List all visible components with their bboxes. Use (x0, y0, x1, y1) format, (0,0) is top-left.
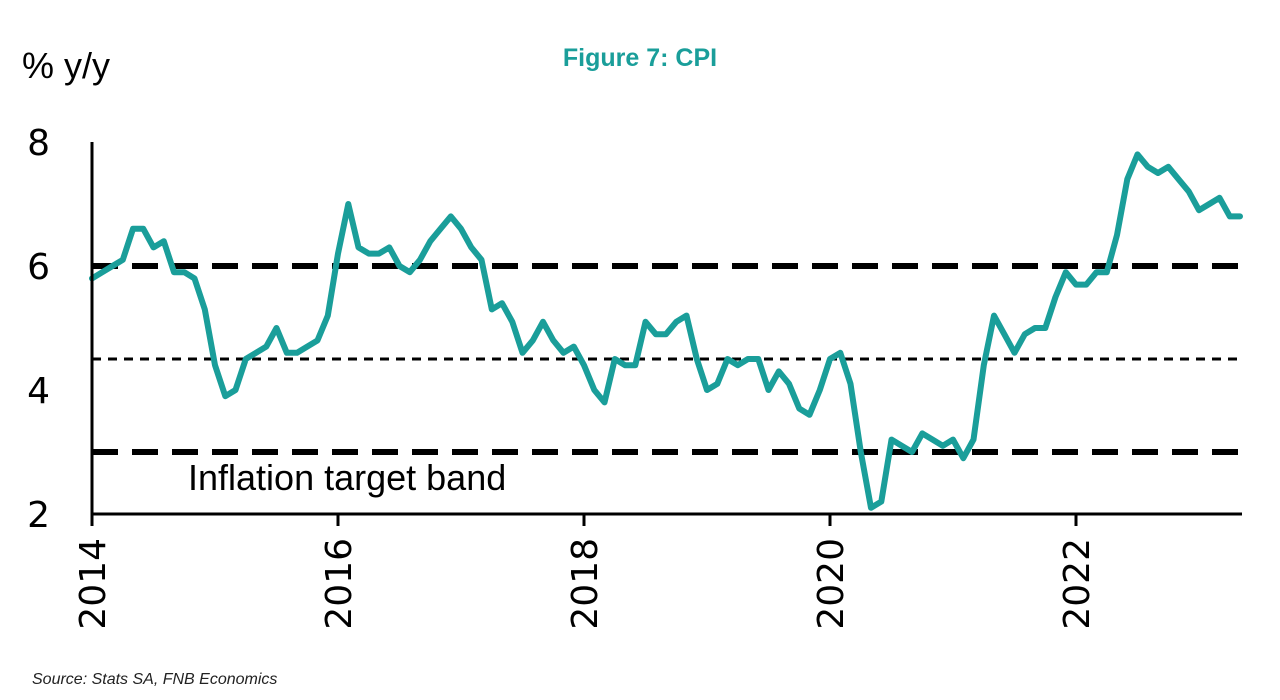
cpi-series (89, 151, 1243, 511)
source-note: Source: Stats SA, FNB Economics (32, 671, 277, 688)
x-axis-ticks: 2014 2016 2018 2020 2022 (73, 514, 1098, 630)
y-axis-label: % y/y (22, 45, 110, 86)
x-tick-label: 2014 (73, 538, 114, 630)
x-tick-label: 2020 (811, 538, 852, 630)
cpi-line (89, 151, 1243, 511)
reference-lines (92, 263, 1240, 455)
y-tick-label: 4 (27, 371, 50, 412)
x-tick-label: 2022 (1057, 538, 1098, 630)
x-tick-label: 2016 (319, 538, 360, 630)
chart-title: Figure 7: CPI (563, 44, 717, 72)
y-axis-ticks: 2 4 6 8 (27, 123, 50, 536)
y-tick-label: 8 (27, 123, 50, 164)
x-tick-label: 2018 (565, 538, 606, 630)
target-band-annotation: Inflation target band (188, 457, 506, 498)
y-tick-label: 2 (27, 495, 50, 536)
y-tick-label: 6 (27, 247, 50, 288)
